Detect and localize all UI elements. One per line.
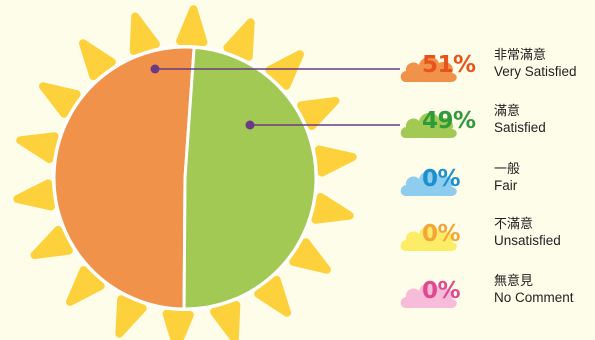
legend-label-en: Very Satisfied — [494, 64, 577, 79]
legend-label: 一般 Fair — [494, 162, 520, 194]
sun-ray — [13, 179, 55, 211]
pie-slice-satisfied — [182, 45, 318, 311]
pie-slice-very-satisfied — [52, 45, 196, 311]
sun-ray — [223, 18, 255, 61]
legend-percent: 0% — [422, 221, 461, 247]
legend-label-en: No Comment — [494, 290, 574, 305]
sun-ray — [16, 132, 59, 163]
legend-label-zh: 非常滿意 — [494, 48, 547, 63]
sun-ray — [78, 39, 116, 81]
sun-ray — [265, 50, 304, 90]
sun-ray — [254, 275, 292, 317]
cloud-icon — [400, 56, 457, 82]
sun-ray — [297, 96, 340, 131]
sun-pie-chart — [13, 5, 400, 340]
legend-item-satisfied: 49% 滿意 Satisfied — [398, 104, 595, 148]
sun-ray — [315, 145, 357, 177]
legend-percent: 49% — [422, 108, 476, 134]
legend-item-no-comment: 0% 無意見 No Comment — [398, 274, 595, 318]
sun-ray — [115, 295, 147, 338]
legend-label-en: Satisfied — [494, 120, 546, 135]
legend-label: 不滿意 Unsatisfied — [494, 217, 561, 249]
sun-ray — [210, 301, 241, 340]
legend-label: 滿意 Satisfied — [494, 104, 546, 136]
legend-label-en: Fair — [494, 178, 518, 193]
leader-lines — [150, 64, 400, 130]
legend-label: 無意見 No Comment — [494, 274, 574, 306]
sun-ray — [311, 193, 354, 224]
sun-rays — [13, 5, 357, 340]
leader-satisfied-dot — [245, 120, 255, 130]
sun-ray — [39, 82, 81, 118]
leader-very-satisfied-dot — [150, 64, 160, 74]
legend-percent: 0% — [422, 166, 461, 192]
legend-label: 非常滿意 Very Satisfied — [494, 48, 577, 80]
cloud-icon — [400, 170, 457, 196]
legend-label-zh: 不滿意 — [494, 217, 534, 232]
cloud-icon — [400, 112, 457, 138]
cloud-icon — [400, 225, 457, 251]
legend-label-en: Unsatisfied — [494, 233, 561, 248]
sun-ray — [176, 5, 208, 47]
legend-label-zh: 無意見 — [494, 274, 534, 289]
legend-percent: 51% — [422, 52, 476, 78]
sun-ray — [162, 309, 194, 340]
sun-ray — [289, 238, 331, 274]
legend-percent: 0% — [422, 278, 461, 304]
sun-ray — [30, 225, 73, 260]
legend-item-fair: 0% 一般 Fair — [398, 162, 595, 206]
sun-ray — [129, 12, 160, 55]
legend-label-zh: 一般 — [494, 162, 521, 177]
legend-item-very-satisfied: 51% 非常滿意 Very Satisfied — [398, 48, 595, 92]
pie-slices — [52, 45, 318, 311]
cloud-icon — [400, 282, 457, 308]
sun-ray — [66, 266, 105, 306]
legend-item-unsatisfied: 0% 不滿意 Unsatisfied — [398, 217, 595, 261]
legend-label-zh: 滿意 — [494, 104, 521, 119]
